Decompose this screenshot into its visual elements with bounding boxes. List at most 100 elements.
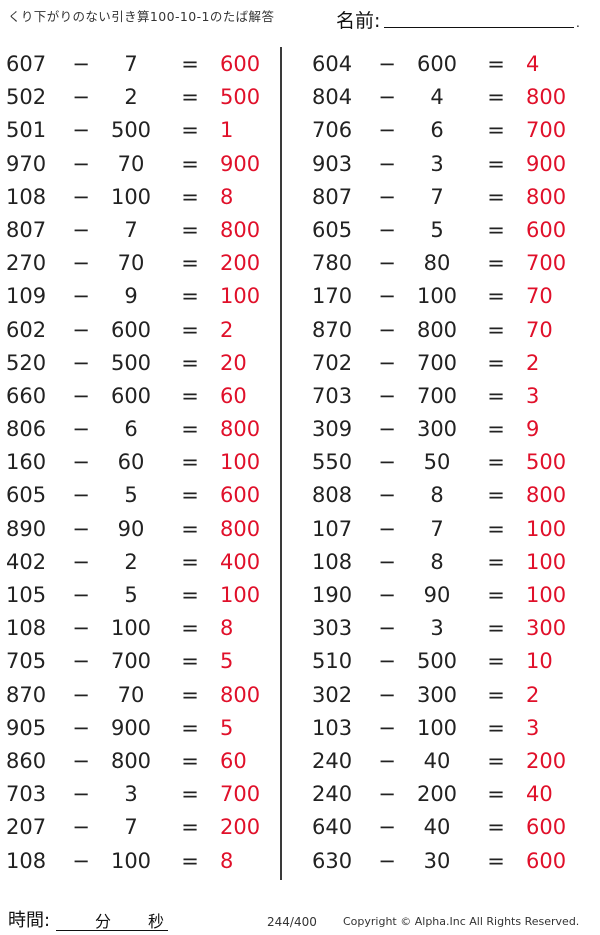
minuend: 806	[6, 417, 47, 442]
minuend: 240	[312, 748, 353, 773]
minuend: 302	[312, 682, 353, 707]
minuend: 510	[312, 649, 353, 674]
problem-row: 605− 5 = 600	[0, 479, 290, 512]
problem-row: 604 −600 = 4	[306, 48, 596, 81]
minus-sign: −	[72, 649, 90, 674]
equals-sign: =	[181, 483, 199, 508]
answer: 3	[526, 383, 540, 408]
equals-sign: =	[181, 649, 199, 674]
subtrahend: 500	[110, 350, 152, 375]
subtrahend: 70	[117, 151, 145, 176]
problem-row: 402− 2 = 400	[0, 546, 290, 579]
problem-row: 502− 2 = 500	[0, 81, 290, 114]
minus-sign: −	[72, 815, 90, 840]
problem-row: 630− 30 = 600	[306, 845, 596, 878]
minus-sign: −	[378, 350, 396, 375]
answer: 60	[220, 383, 247, 408]
minuend: 108	[312, 549, 353, 574]
equals-sign: =	[487, 848, 505, 873]
problem-column-right: 604−600 = 4 804−4 = 800 706−6 = 700 903−3 = 900 807−…	[306, 48, 596, 878]
subtrahend: 100	[416, 715, 458, 740]
minus-sign: −	[378, 782, 396, 807]
problem-row: 705−700 = 5	[0, 645, 290, 678]
equals-sign: =	[181, 217, 199, 242]
minuend: 160	[6, 450, 47, 475]
equals-sign: =	[181, 251, 199, 276]
problem-column-left: 607−7 = 600 502−2 = 500 501−500 = 1 970−70 = 900 108…	[0, 48, 290, 878]
answer: 900	[526, 151, 567, 176]
problem-row: 890− 90 = 800	[0, 513, 290, 546]
problem-row: 170−100 = 70	[306, 280, 596, 313]
minuend: 108	[6, 184, 47, 209]
problem-row: 806− 6 = 800	[0, 413, 290, 446]
minuend: 501	[6, 118, 47, 143]
problem-row: 207− 7 = 200	[0, 811, 290, 844]
minus-sign: −	[378, 516, 396, 541]
minuend: 605	[6, 483, 47, 508]
answer: 100	[526, 549, 567, 574]
equals-sign: =	[181, 85, 199, 110]
equals-sign: =	[487, 682, 505, 707]
name-underline	[384, 27, 574, 28]
problem-row: 860−800 = 60	[0, 745, 290, 778]
minuend: 970	[6, 151, 47, 176]
minus-sign: −	[378, 251, 396, 276]
answer: 2	[526, 350, 540, 375]
minuend: 207	[6, 815, 47, 840]
problem-row: 870−800 = 70	[306, 314, 596, 347]
problem-row: 108− 8 = 100	[306, 546, 596, 579]
answer: 100	[526, 583, 567, 607]
subtrahend: 900	[110, 715, 152, 740]
subtrahend: 60	[117, 450, 145, 475]
problem-row: 550− 50 = 500	[306, 446, 596, 479]
page-number: 244/400	[267, 915, 317, 929]
problem-row: 607 − 7 = 600	[0, 48, 290, 81]
minus-sign: −	[72, 118, 90, 143]
answer: 600	[526, 848, 567, 873]
subtrahend: 7	[430, 184, 444, 209]
answer: 70	[526, 284, 553, 309]
problem-row: 640− 40 = 600	[306, 811, 596, 844]
answer: 100	[220, 284, 261, 309]
problem-row: 510−500 = 10	[306, 645, 596, 678]
minus-sign: −	[378, 317, 396, 342]
subtrahend: 200	[416, 782, 458, 807]
subtrahend: 2	[124, 549, 138, 574]
column-divider	[280, 47, 282, 880]
minuend: 303	[312, 616, 353, 641]
answer: 600	[220, 483, 261, 508]
minus-sign: −	[378, 450, 396, 475]
minus-sign: −	[72, 251, 90, 276]
equals-sign: =	[181, 616, 199, 641]
minuend: 702	[312, 350, 353, 375]
minuend: 502	[6, 85, 47, 110]
equals-sign: =	[487, 516, 505, 541]
answer: 100	[220, 450, 261, 475]
problem-row: 309−300 = 9	[306, 413, 596, 446]
answer: 9	[526, 417, 540, 442]
equals-sign: =	[181, 583, 199, 607]
minus-sign: −	[378, 682, 396, 707]
answer: 200	[220, 815, 261, 840]
minus-sign: −	[72, 85, 90, 110]
equals-sign: =	[487, 350, 505, 375]
equals-sign: =	[181, 350, 199, 375]
subtrahend: 500	[416, 649, 458, 674]
subtrahend: 8	[430, 483, 444, 508]
minus-sign: −	[378, 284, 396, 309]
subtrahend: 40	[423, 815, 451, 840]
problem-row: 240− 40 = 200	[306, 745, 596, 778]
problem-row: 105 − 5 = 100	[0, 579, 290, 612]
minuend: 520	[6, 350, 47, 375]
subtrahend: 800	[416, 317, 458, 342]
answer: 2	[220, 317, 234, 342]
answer: 500	[220, 85, 261, 110]
minus-sign: −	[378, 151, 396, 176]
name-end-mark: .	[576, 16, 580, 30]
subtrahend: 100	[416, 284, 458, 309]
answer: 800	[220, 417, 261, 442]
subtrahend: 7	[124, 52, 138, 76]
minuend: 109	[6, 284, 47, 309]
minuend: 605	[312, 217, 353, 242]
minus-sign: −	[378, 748, 396, 773]
